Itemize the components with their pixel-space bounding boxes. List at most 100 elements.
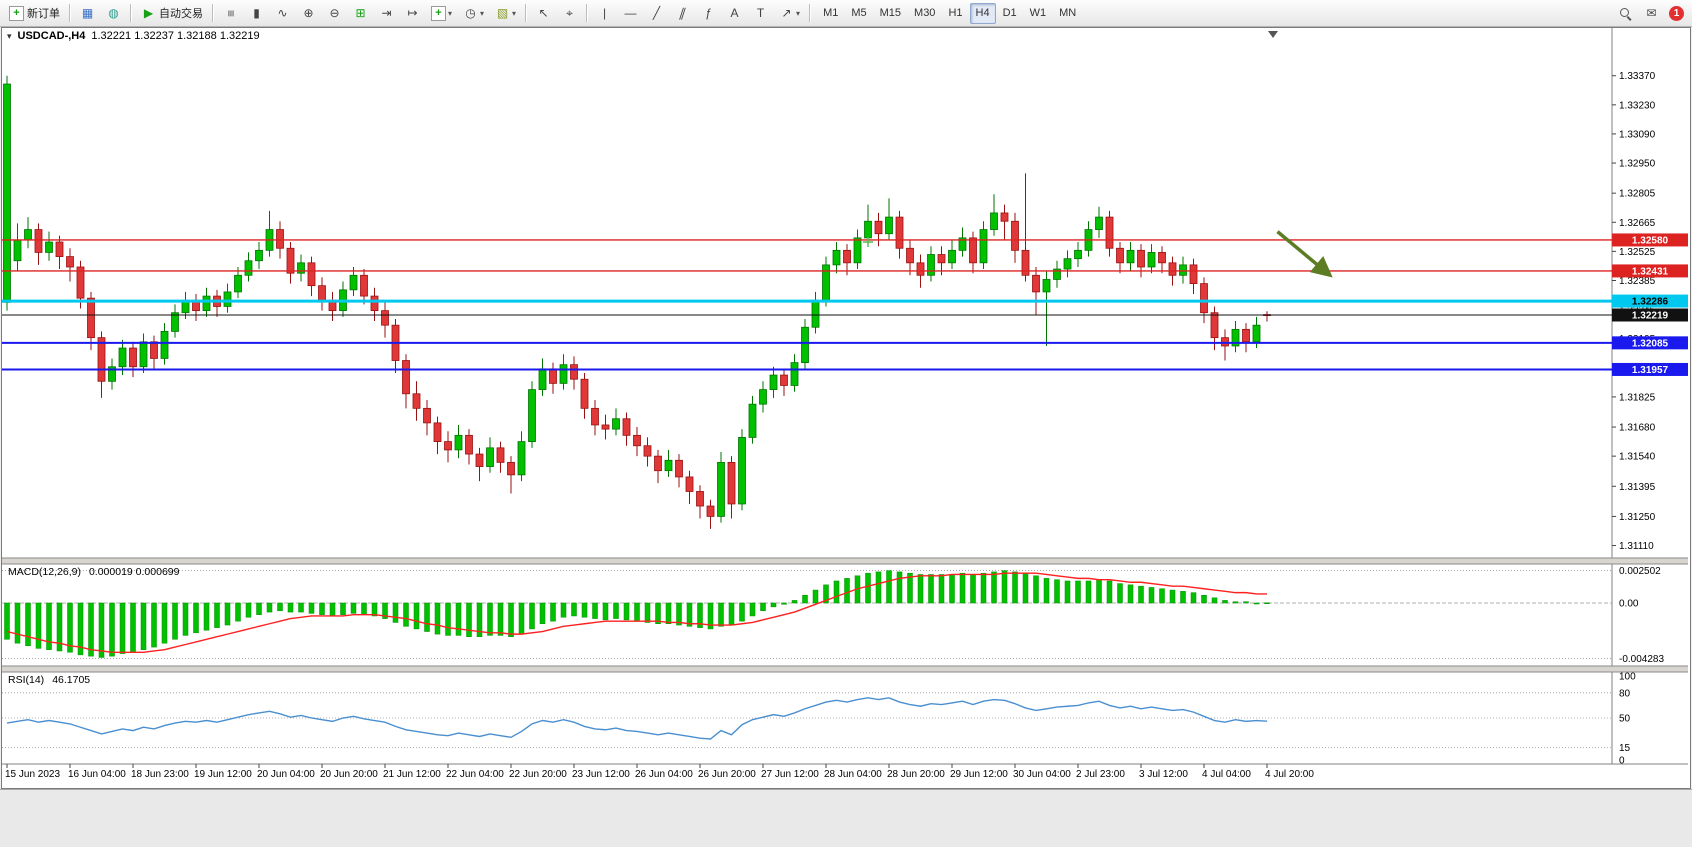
chevron-down-icon: ▾ bbox=[480, 8, 485, 18]
macd-histogram-bar bbox=[151, 602, 157, 648]
bar-chart-button[interactable]: ≡ bbox=[218, 2, 243, 24]
line-chart-button[interactable]: ∿ bbox=[270, 2, 295, 24]
candle-body bbox=[874, 220, 883, 235]
arrows-tool-button[interactable]: ↗ ▾ bbox=[774, 2, 805, 24]
macd-histogram-bar bbox=[865, 572, 871, 604]
macd-histogram-bar bbox=[539, 602, 546, 625]
templates-button[interactable]: ▧ ▾ bbox=[490, 2, 521, 24]
text-tool-button[interactable]: A bbox=[722, 2, 747, 24]
timeframe-button-w1[interactable]: W1 bbox=[1029, 6, 1047, 19]
trendline-tool-button[interactable]: ╱ bbox=[644, 2, 669, 24]
macd-histogram-bar bbox=[1075, 580, 1081, 604]
candle-body bbox=[633, 434, 641, 447]
market-watch-button[interactable]: ▦ bbox=[75, 2, 100, 24]
navigator-button[interactable]: ◍ bbox=[101, 2, 126, 24]
message-button[interactable]: ✉ bbox=[1639, 2, 1664, 24]
candle-body bbox=[496, 447, 505, 463]
price-axis-label: 1.32525 bbox=[1619, 247, 1656, 258]
candle-body bbox=[1242, 328, 1250, 343]
timeframe-button-m1[interactable]: M1 bbox=[823, 6, 839, 19]
fibonacci-tool-button[interactable]: ƒ bbox=[696, 2, 721, 24]
macd-histogram-bar bbox=[77, 602, 84, 656]
vertical-line-tool-button[interactable]: | bbox=[592, 2, 617, 24]
time-axis-label: 2 Jul 23:00 bbox=[1076, 769, 1125, 780]
candle-body bbox=[45, 241, 53, 253]
timeframe-button-mn[interactable]: MN bbox=[1059, 6, 1077, 19]
candle-body bbox=[412, 393, 421, 409]
indicators-button[interactable]: + ▾ bbox=[426, 2, 457, 24]
candle-body bbox=[1252, 324, 1261, 343]
crosshair-tool-button[interactable]: ⌖ bbox=[557, 2, 582, 24]
candle-body bbox=[234, 274, 242, 293]
indicators-icon: + bbox=[431, 5, 446, 21]
zoom-in-button[interactable]: ⊕ bbox=[296, 2, 321, 24]
periods-button[interactable]: ◷ ▾ bbox=[458, 2, 489, 24]
price-axis-label: 1.31540 bbox=[1619, 452, 1656, 463]
candle-body bbox=[13, 239, 22, 262]
macd-histogram-bar bbox=[487, 602, 493, 636]
price-axis-label: 1.32665 bbox=[1619, 218, 1656, 229]
candle-body bbox=[1210, 312, 1219, 339]
macd-histogram-bar bbox=[907, 572, 913, 604]
toolbar-separator bbox=[69, 4, 71, 22]
rsi-axis-label: 50 bbox=[1619, 714, 1631, 725]
macd-histogram-bar bbox=[1096, 579, 1102, 604]
candle-body bbox=[622, 418, 631, 436]
macd-histogram-bar bbox=[949, 574, 955, 604]
zoom-out-button[interactable]: ⊖ bbox=[322, 2, 347, 24]
macd-histogram-bar bbox=[634, 602, 640, 622]
bar-chart-icon: ≡ bbox=[224, 9, 238, 17]
timeframe-button-h1[interactable]: H1 bbox=[948, 6, 963, 19]
text-label-tool-button[interactable]: T bbox=[748, 2, 773, 24]
search-button[interactable] bbox=[1613, 2, 1638, 24]
candle-body bbox=[990, 212, 998, 230]
candle-body bbox=[202, 295, 211, 312]
macd-histogram-bar bbox=[1022, 572, 1029, 604]
candle-body bbox=[822, 264, 830, 301]
timeframe-button-d1[interactable]: D1 bbox=[1002, 6, 1017, 19]
macd-histogram-bar bbox=[382, 602, 388, 619]
horizontal-line-tool-button[interactable]: — bbox=[618, 2, 643, 24]
autotrading-button[interactable]: ▶ 自动交易 bbox=[136, 2, 208, 24]
line-chart-icon: ∿ bbox=[277, 5, 288, 20]
price-tag-label: 1.32431 bbox=[1632, 266, 1669, 277]
macd-histogram-bar bbox=[424, 602, 430, 632]
macd-histogram-bar bbox=[14, 602, 21, 644]
macd-histogram-bar bbox=[1169, 589, 1176, 604]
one-click-trading-toggle[interactable]: ▾ bbox=[7, 30, 12, 41]
trendline-icon: ╱ bbox=[652, 5, 661, 20]
chart-shift-marker[interactable] bbox=[1268, 31, 1278, 38]
candle-body bbox=[1011, 220, 1019, 251]
candle-body bbox=[580, 378, 589, 409]
candlestick-chart-button[interactable]: ▮ bbox=[244, 2, 269, 24]
macd-histogram-bar bbox=[875, 571, 882, 604]
timeframe-button-m30[interactable]: M30 bbox=[914, 6, 936, 19]
trend-arrow-annotation[interactable] bbox=[1276, 230, 1333, 278]
auto-scroll-button[interactable]: ⇥ bbox=[374, 2, 399, 24]
timeframe-button-h4[interactable]: H4 bbox=[969, 2, 996, 24]
macd-histogram-bar bbox=[182, 602, 189, 636]
candlestick-icon: ▮ bbox=[253, 5, 260, 20]
tile-windows-icon: ⊞ bbox=[355, 5, 366, 20]
macd-histogram-bar bbox=[1232, 601, 1239, 604]
chart-canvas[interactable]: 1.33370 1.33230 1.33090 1.32950 1.32805 1.326… bbox=[2, 28, 1688, 786]
channel-tool-button[interactable]: ∥ bbox=[670, 2, 695, 24]
pane-splitter[interactable] bbox=[2, 558, 1688, 564]
candle-body bbox=[318, 285, 326, 301]
cursor-tool-button[interactable]: ↖ bbox=[531, 2, 556, 24]
new-order-button[interactable]: + 新订单 bbox=[4, 2, 65, 24]
macd-histogram-bar bbox=[1106, 580, 1113, 604]
macd-histogram-bar bbox=[4, 602, 10, 640]
pane-splitter[interactable] bbox=[2, 666, 1688, 672]
candle-body bbox=[87, 297, 95, 339]
timeframe-button-m15[interactable]: M15 bbox=[879, 6, 902, 19]
candle-body bbox=[790, 362, 799, 386]
notification-badge[interactable]: 1 bbox=[1669, 5, 1684, 21]
chart-shift-button[interactable]: ↦ bbox=[400, 2, 425, 24]
candle-body bbox=[423, 407, 431, 424]
tile-windows-button[interactable]: ⊞ bbox=[348, 2, 373, 24]
price-tag bbox=[1612, 336, 1688, 350]
timeframe-button-m5[interactable]: M5 bbox=[851, 6, 867, 19]
candle-body bbox=[1042, 279, 1051, 293]
macd-histogram-bar bbox=[88, 602, 94, 657]
